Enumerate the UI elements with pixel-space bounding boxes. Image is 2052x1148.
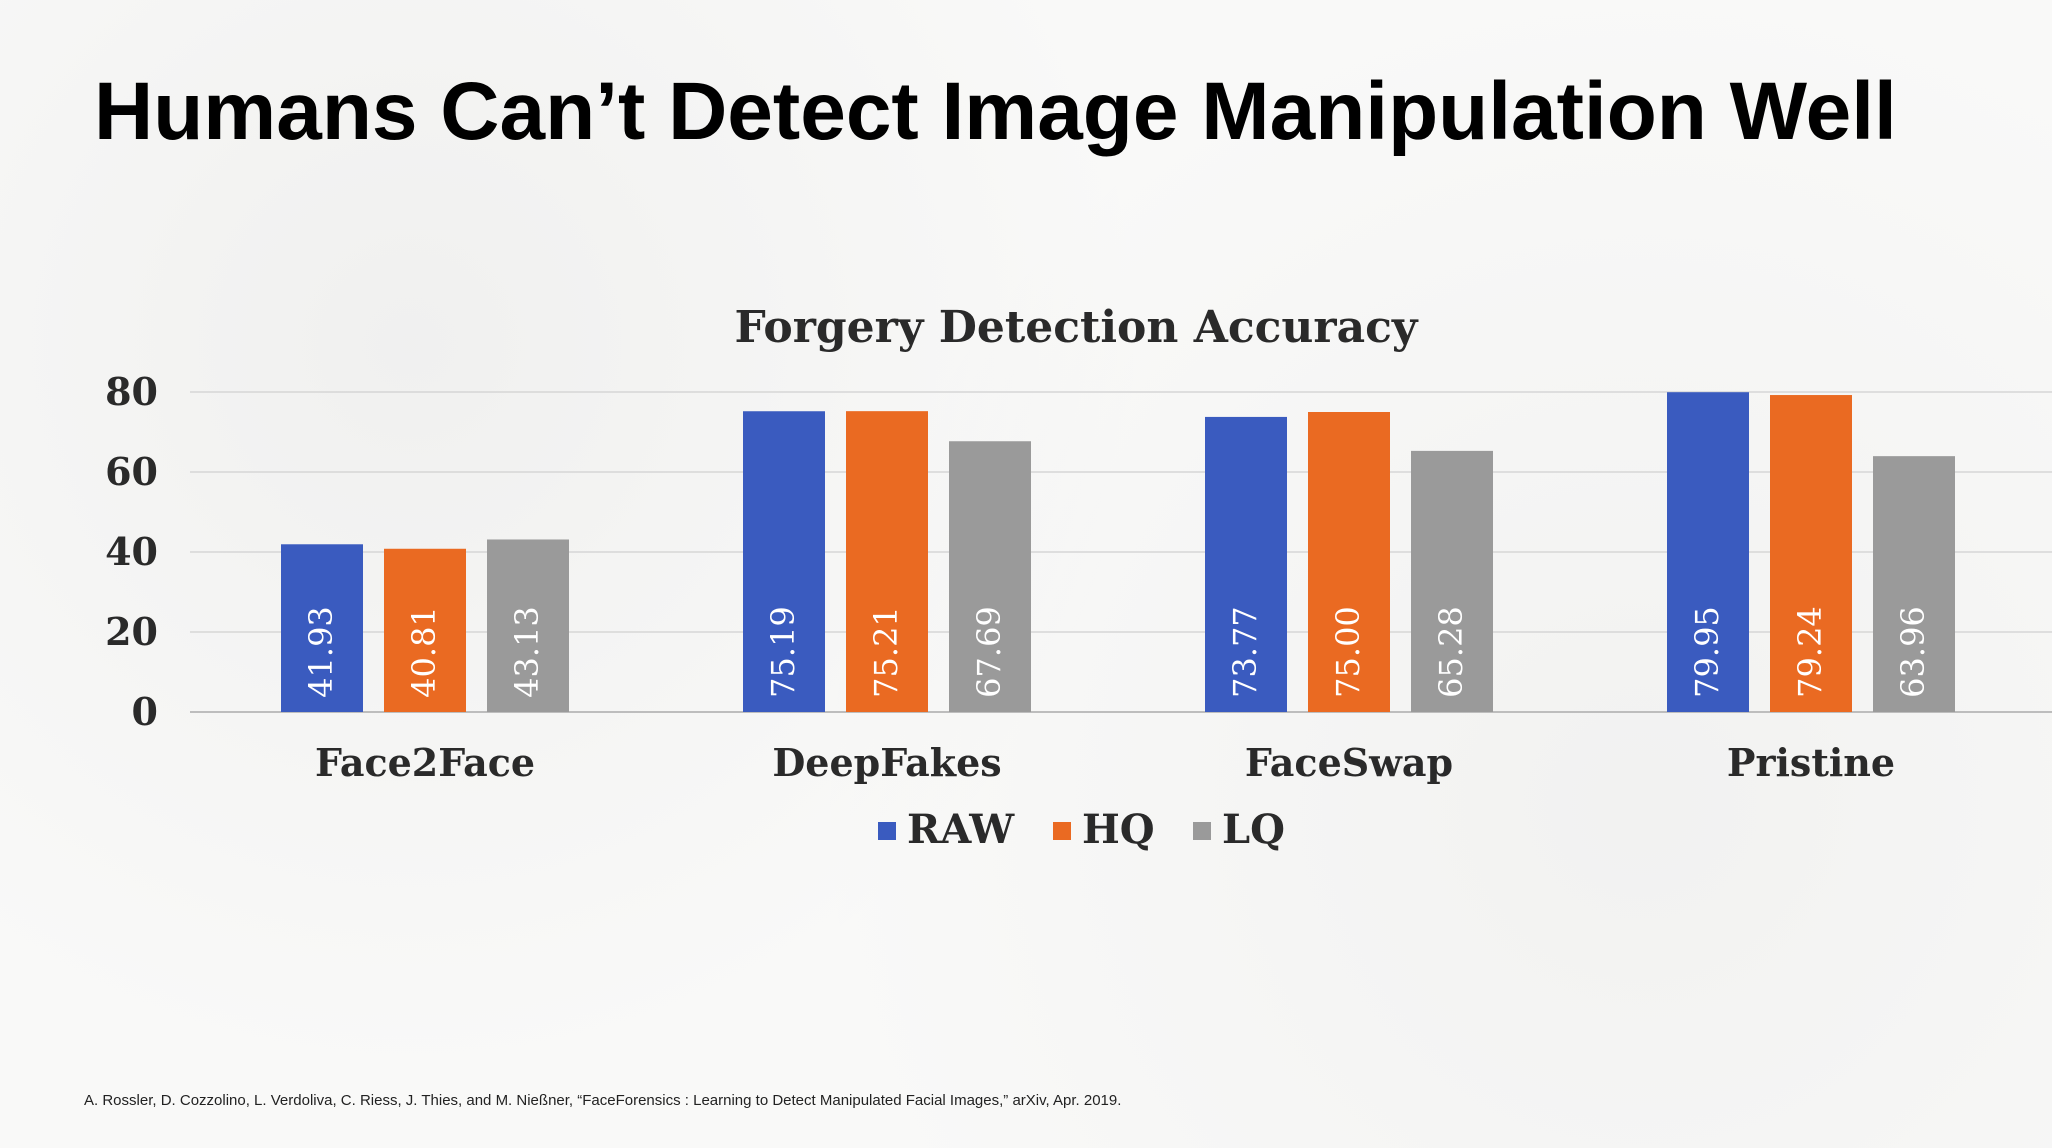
citation: A. Rossler, D. Cozzolino, L. Verdoliva, … [84,1092,1122,1109]
series-raw: 41.93 75.19 73.77 79.95 [281,392,1749,712]
data-label: 43.13 [508,606,546,698]
series-hq: 40.81 75.21 75.00 79.24 [384,395,1852,712]
bar-lq-pristine [1873,456,1955,712]
y-tick-label: 0 [132,689,158,734]
y-tick-label: 40 [105,529,158,574]
data-label: 79.95 [1688,606,1726,698]
bar-lq-deepfakes [949,441,1031,712]
x-category-label: DeepFakes [772,740,1001,785]
data-label: 67.69 [970,606,1008,698]
data-label: 40.81 [405,606,443,698]
bars: 41.93 75.19 73.77 79.95 40.81 75.21 75.00 79.24… [281,392,1955,712]
legend-swatch-hq [1053,822,1071,840]
legend: RAW HQ LQ [878,806,1285,853]
data-label: 41.93 [302,606,340,698]
bar-hq-deepfakes [846,411,928,712]
data-label: 63.96 [1894,606,1932,698]
x-category-label: FaceSwap [1245,740,1453,785]
legend-label-lq: LQ [1222,806,1285,853]
data-label: 75.00 [1329,606,1367,698]
bar-hq-faceswap [1308,412,1390,712]
legend-label-raw: RAW [907,806,1015,853]
x-category-label: Face2Face [315,740,535,785]
bar-raw-face2face [281,544,363,712]
bar-raw-deepfakes [743,411,825,712]
bar-raw-faceswap [1205,416,1287,712]
chart-title: Forgery Detection Accuracy [735,302,1419,353]
bar-hq-pristine [1770,395,1852,712]
y-tick-label: 20 [105,609,158,654]
y-tick-label: 60 [105,449,158,494]
bar-raw-pristine [1667,392,1749,712]
legend-swatch-raw [878,822,896,840]
bar-lq-face2face [487,539,569,712]
y-axis: 0 20 40 60 80 [105,369,158,734]
series-lq: 43.13 67.69 65.28 63.96 [487,441,1955,712]
legend-label-hq: HQ [1082,806,1155,853]
data-label: 75.19 [764,606,802,698]
bar-hq-face2face [384,548,466,712]
bar-lq-faceswap [1411,450,1493,712]
data-label: 75.21 [867,606,905,698]
data-label: 73.77 [1226,606,1264,698]
data-label: 79.24 [1791,606,1829,698]
slide-title: Humans Can’t Detect Image Manipulation W… [94,66,1897,157]
data-label: 65.28 [1432,606,1470,698]
x-axis: Face2Face DeepFakes FaceSwap Pristine [315,740,1895,785]
x-category-label: Pristine [1727,740,1895,785]
y-tick-label: 80 [105,369,158,414]
legend-swatch-lq [1193,822,1211,840]
